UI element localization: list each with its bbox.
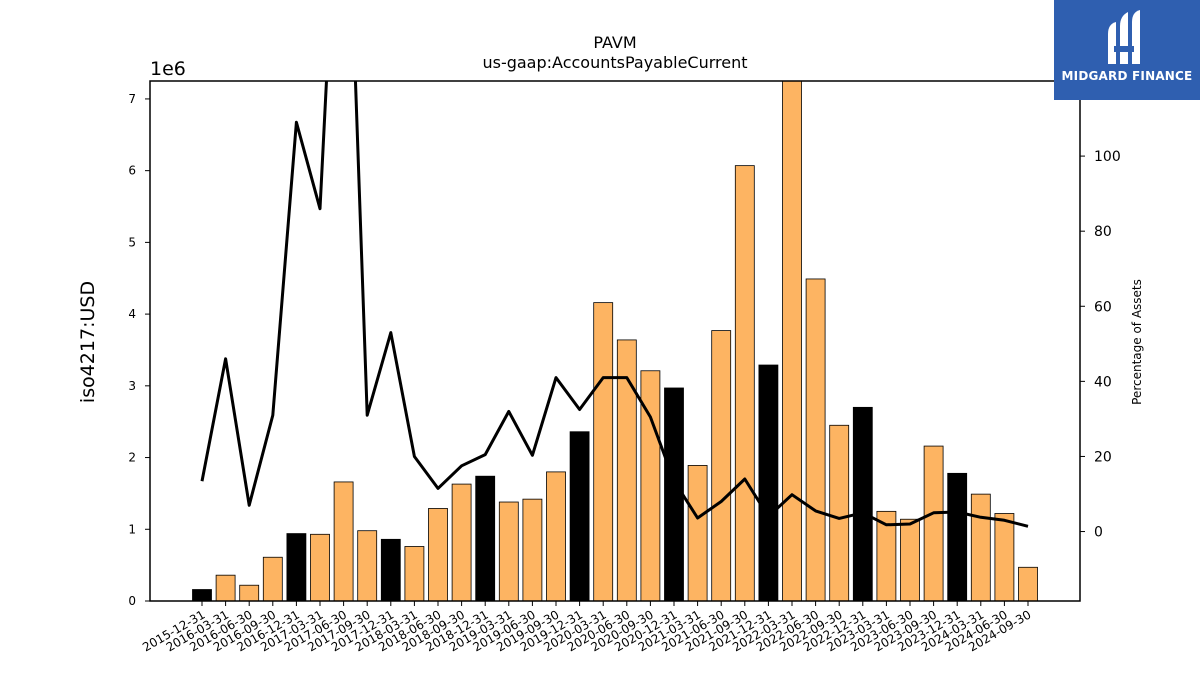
y-tick-label: 6 — [128, 164, 136, 178]
bar-2019-12-31 — [569, 431, 590, 602]
bar-2021-09-30 — [734, 165, 755, 602]
y2-tick-label: 40 — [1094, 374, 1112, 390]
bar-2021-06-30 — [711, 330, 732, 602]
logo-text: MIDGARD FINANCE — [1061, 69, 1193, 83]
bar-2019-06-30 — [522, 498, 543, 602]
bar-2018-12-31 — [475, 475, 496, 602]
bar-2017-06-30 — [333, 481, 354, 602]
chart-subtitle: us-gaap:AccountsPayableCurrent — [482, 53, 747, 72]
bar-2022-06-30 — [805, 278, 826, 602]
y2-tick-label: 0 — [1094, 525, 1103, 541]
y-tick-label: 3 — [128, 379, 136, 393]
chart-title: PAVM — [593, 33, 636, 52]
bar-2019-03-31 — [498, 501, 519, 602]
bar-2021-12-31 — [758, 364, 779, 602]
bar-2022-03-31 — [782, 80, 802, 602]
bar-2024-03-31 — [970, 493, 991, 602]
bar-2015-12-31 — [192, 589, 212, 602]
percentage-line — [200, 81, 1029, 528]
bar-2023-09-30 — [923, 445, 944, 602]
bar-2018-09-30 — [451, 483, 472, 602]
logo-mark-icon — [1108, 10, 1140, 64]
y-tick-label: 1 — [128, 522, 136, 536]
bar-2022-09-30 — [829, 424, 850, 602]
bar-2016-09-30 — [262, 556, 283, 602]
y-tick-label: 4 — [128, 307, 136, 321]
bar-2022-12-31 — [852, 406, 873, 602]
bar-2017-09-30 — [357, 530, 378, 602]
bar-2019-09-30 — [546, 471, 566, 602]
bar-2016-06-30 — [239, 584, 260, 602]
bar-2023-12-31 — [947, 472, 968, 602]
y2-tick-label: 80 — [1094, 224, 1112, 240]
bar-2024-06-30 — [994, 513, 1015, 602]
bar-2020-12-31 — [664, 387, 684, 602]
y-tick-label: 2 — [128, 451, 136, 465]
bar-2017-12-31 — [380, 538, 401, 602]
company-logo: MIDGARD FINANCE — [1054, 0, 1200, 100]
bar-2017-03-31 — [310, 533, 330, 602]
y2-tick-label: 100 — [1094, 149, 1121, 165]
y-multiplier-label: 1e6 — [150, 58, 186, 80]
bar-2018-06-30 — [428, 508, 448, 602]
bar-2023-06-30 — [900, 518, 920, 602]
y-tick-label: 5 — [128, 235, 136, 249]
bar-2016-03-31 — [215, 574, 236, 602]
bar-2016-12-31 — [286, 533, 307, 602]
y2-axis-label: Percentage of Assets — [1130, 279, 1144, 405]
y-tick-label: 0 — [128, 594, 136, 608]
y2-tick-label: 60 — [1094, 299, 1112, 315]
y-tick-label: 7 — [128, 92, 136, 106]
y-axis-label: iso4217:USD — [77, 281, 99, 403]
bar-2020-03-31 — [593, 302, 614, 602]
bar-2018-03-31 — [404, 546, 425, 602]
plot-frame — [149, 80, 1081, 602]
bar-2024-09-30 — [1018, 566, 1038, 602]
bar-2021-03-31 — [687, 465, 708, 602]
y2-tick-label: 20 — [1094, 449, 1112, 465]
